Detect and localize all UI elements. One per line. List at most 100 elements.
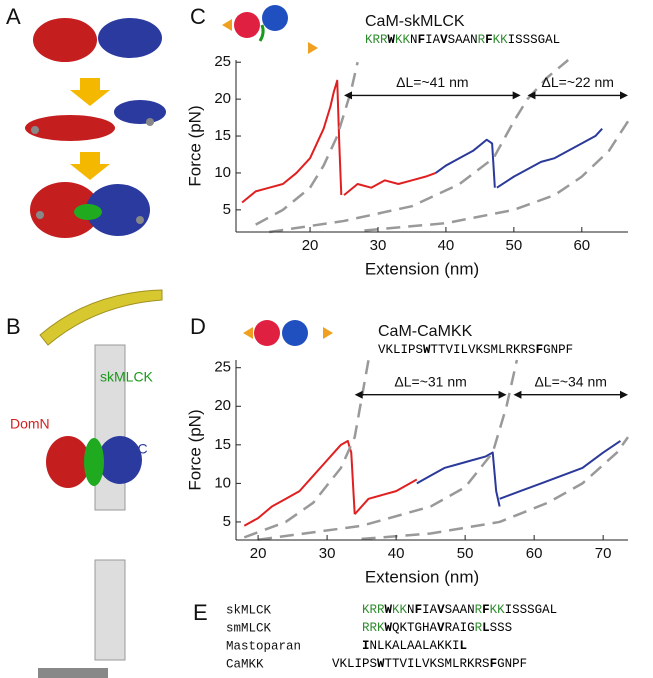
y-tick-label: 20 — [214, 397, 231, 414]
sequence-name: smMLCK — [226, 621, 272, 635]
sequence: VKLIPSWTTVILVKSMLRKRSFGNPF — [332, 657, 527, 671]
force-trace — [499, 440, 621, 500]
residues: V — [437, 603, 445, 617]
y-tick-label: 20 — [214, 90, 231, 107]
delta-label: ΔL=~22 nm — [542, 74, 614, 90]
residues: F — [536, 343, 544, 357]
structure-b — [38, 289, 163, 678]
residues: QKTGHA — [392, 621, 438, 635]
residues: KK — [493, 33, 509, 47]
sequence: VKLIPSWTTVILVKSMLRKRSFGNPF — [378, 343, 573, 357]
residues: R — [475, 621, 483, 635]
force-trace — [241, 79, 343, 204]
residues: R — [478, 33, 486, 47]
delta-label: ΔL=~34 nm — [535, 373, 607, 389]
x-tick-label: 60 — [526, 545, 543, 562]
residues: W — [388, 33, 396, 47]
y-tick-label: 10 — [214, 164, 231, 181]
force-trace — [416, 451, 501, 507]
y-axis-label: Force (pN) — [185, 105, 204, 186]
residues: GNPF — [543, 343, 573, 357]
force-trace — [243, 439, 356, 527]
force-trace — [343, 172, 437, 196]
fit-curve — [364, 120, 630, 232]
sequence: KRRWKKNFIAVSAANRFKKISSSGAL — [362, 603, 557, 617]
fit-curve — [255, 61, 359, 226]
residues: F — [485, 33, 493, 47]
y-tick-label: 5 — [223, 201, 231, 218]
x-tick-label: 40 — [388, 545, 405, 562]
residues: F — [418, 33, 426, 47]
residues: KK — [490, 603, 506, 617]
y-tick-label: 25 — [214, 53, 231, 70]
bead-icon — [243, 320, 333, 346]
sequence: RRKWQKTGHAVRAIGRLSSS — [362, 621, 512, 635]
sequence: KRRWKKNFIAVSAANRFKKISSSGAL — [365, 33, 560, 47]
force-trace — [496, 127, 603, 189]
residues: F — [482, 603, 490, 617]
x-axis-label: Extension (nm) — [365, 259, 479, 278]
delta-label: ΔL=~41 nm — [396, 74, 468, 90]
x-axis-label: Extension (nm) — [365, 567, 479, 586]
residues: ISSSGAL — [508, 33, 561, 47]
x-tick-label: 20 — [250, 545, 267, 562]
residues: L — [482, 621, 490, 635]
panel-letter: B — [6, 314, 21, 339]
fit-curve — [243, 359, 370, 539]
bead-icon — [222, 5, 318, 54]
residues: RAIG — [445, 621, 475, 635]
residues: ISSSGAL — [505, 603, 558, 617]
residues: W — [385, 603, 393, 617]
residues: GNPF — [497, 657, 527, 671]
residues: L — [460, 639, 468, 653]
fit-curve — [257, 359, 519, 541]
x-tick-label: 70 — [595, 545, 612, 562]
x-tick-label: 30 — [370, 237, 387, 254]
chart-title: CaM-CaMKK — [378, 323, 473, 340]
residues: N — [407, 603, 415, 617]
residues: F — [490, 657, 498, 671]
residues: SSS — [490, 621, 513, 635]
residues: N — [410, 33, 418, 47]
y-tick-label: 15 — [214, 436, 231, 453]
x-tick-label: 50 — [506, 237, 523, 254]
fit-curve — [269, 59, 570, 234]
residues: TTVILVKSMLRKRS — [431, 343, 536, 357]
x-tick-label: 30 — [319, 545, 336, 562]
y-tick-label: 10 — [214, 474, 231, 491]
chart-title: CaM-skMLCK — [365, 13, 465, 30]
sequence-name: skMLCK — [226, 603, 272, 617]
residues: W — [423, 343, 431, 357]
panel-letter: E — [193, 600, 208, 625]
panel-letter: A — [6, 4, 21, 29]
delta-label: ΔL=~31 nm — [394, 373, 466, 389]
residues: W — [385, 621, 393, 635]
residues: KK — [392, 603, 408, 617]
x-tick-label: 60 — [573, 237, 590, 254]
force-trace — [435, 138, 496, 188]
residues: R — [475, 603, 483, 617]
fit-curve — [361, 436, 630, 541]
y-tick-label: 25 — [214, 359, 231, 376]
residues: VKLIPS — [332, 657, 377, 671]
residues: NLKALAALAKKI — [370, 639, 460, 653]
force-trace — [353, 478, 418, 515]
residues: SAAN — [448, 33, 478, 47]
residues: IA — [425, 33, 441, 47]
residues: W — [377, 657, 385, 671]
structure-label: DomC — [108, 441, 148, 457]
sequence: INLKALAALAKKIL — [362, 639, 467, 653]
residues: F — [415, 603, 423, 617]
residues: TTVILVKSMLRKRS — [385, 657, 490, 671]
x-tick-label: 40 — [438, 237, 455, 254]
residues: RRK — [362, 621, 385, 635]
structure-label: skMLCK — [100, 369, 154, 385]
structure-label: DomN — [10, 416, 50, 432]
panel-letter: D — [190, 314, 206, 339]
residues: I — [362, 639, 370, 653]
sequence-name: CaMKK — [226, 657, 264, 671]
residues: KRR — [362, 603, 385, 617]
y-tick-label: 15 — [214, 127, 231, 144]
residues: VKLIPS — [378, 343, 423, 357]
